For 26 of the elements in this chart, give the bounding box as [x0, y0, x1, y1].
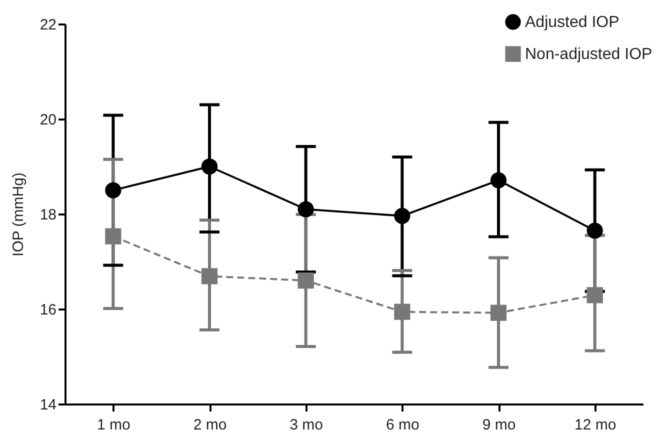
point	[490, 172, 507, 188]
y-tick-label: 18	[40, 206, 56, 224]
point	[298, 201, 314, 218]
point	[586, 287, 603, 304]
y-tick-label: 16	[40, 302, 56, 318]
y-axis-title: IOP (mmHg)	[10, 172, 27, 256]
x-tick-label: 2 mo	[193, 416, 227, 434]
x-tick-label: 1 mo	[96, 416, 130, 434]
point	[105, 228, 122, 244]
y-tick-label: 14	[40, 396, 56, 414]
point	[490, 304, 507, 321]
point	[105, 182, 122, 198]
y-tick-label: 20	[40, 112, 56, 128]
point	[586, 222, 603, 239]
legend-label: Adjusted IOP	[525, 14, 620, 31]
y-tick-label: 22	[40, 16, 56, 34]
x-tick-label: 3 mo	[290, 416, 324, 434]
legend-label: Non-adjusted IOP	[525, 46, 652, 63]
x-tick-label: 6 mo	[386, 416, 420, 434]
point	[201, 268, 218, 284]
point	[201, 158, 218, 175]
point	[394, 208, 410, 224]
point	[298, 272, 314, 289]
x-tick-label: 12 mo	[574, 416, 616, 434]
point	[394, 304, 410, 320]
x-tick-label: 9 mo	[482, 416, 516, 434]
